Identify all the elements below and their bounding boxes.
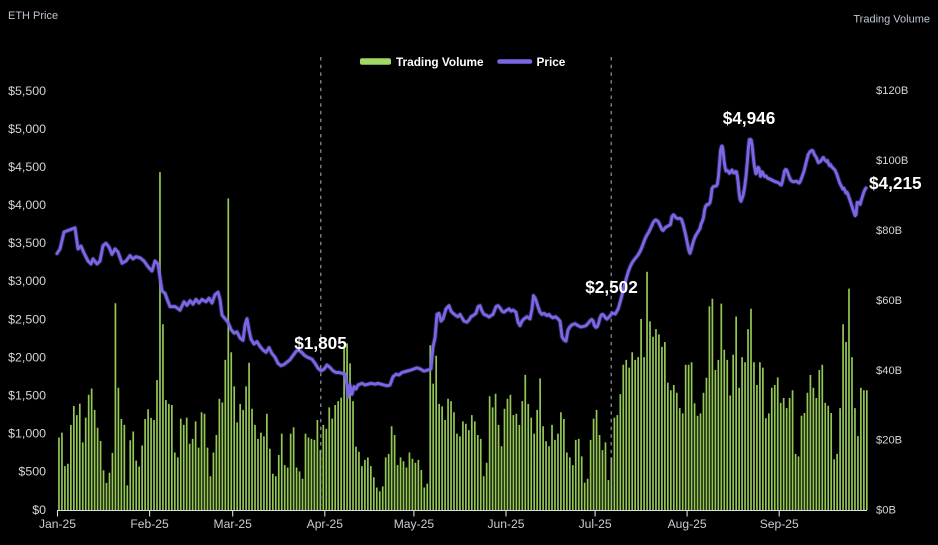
svg-text:Jan-25: Jan-25 xyxy=(39,517,76,531)
svg-text:$0: $0 xyxy=(32,503,46,517)
svg-text:$1,000: $1,000 xyxy=(8,427,46,441)
svg-text:Mar-25: Mar-25 xyxy=(214,517,253,531)
svg-text:Jul-25: Jul-25 xyxy=(579,517,612,531)
svg-text:$4,946: $4,946 xyxy=(723,108,776,128)
svg-text:Apr-25: Apr-25 xyxy=(307,517,344,531)
svg-text:$40B: $40B xyxy=(876,365,902,377)
svg-text:Trading Volume: Trading Volume xyxy=(853,13,930,25)
svg-text:$4,000: $4,000 xyxy=(8,198,46,212)
svg-text:$20B: $20B xyxy=(876,435,902,447)
svg-text:$4,215: $4,215 xyxy=(869,173,922,193)
svg-text:$100B: $100B xyxy=(876,155,908,167)
svg-text:May-25: May-25 xyxy=(394,517,435,531)
svg-text:$3,000: $3,000 xyxy=(8,274,46,288)
svg-text:$5,000: $5,000 xyxy=(8,122,46,136)
svg-text:$1,805: $1,805 xyxy=(294,333,347,353)
svg-text:$60B: $60B xyxy=(876,295,902,307)
svg-text:Jun-25: Jun-25 xyxy=(488,517,525,531)
svg-text:$5,500: $5,500 xyxy=(8,84,46,98)
svg-text:$4,500: $4,500 xyxy=(8,160,46,174)
svg-text:Feb-25: Feb-25 xyxy=(130,517,169,531)
svg-text:Aug-25: Aug-25 xyxy=(668,517,707,531)
svg-text:Sep-25: Sep-25 xyxy=(760,517,799,531)
svg-text:$2,000: $2,000 xyxy=(8,350,46,364)
svg-text:$500: $500 xyxy=(18,465,46,479)
svg-text:$2,500: $2,500 xyxy=(8,312,46,326)
svg-text:$2,502: $2,502 xyxy=(585,277,638,297)
svg-text:$0B: $0B xyxy=(876,505,896,517)
svg-text:$120B: $120B xyxy=(876,85,908,97)
svg-text:$3,500: $3,500 xyxy=(8,236,46,250)
svg-text:Price: Price xyxy=(537,55,566,69)
svg-text:Trading Volume: Trading Volume xyxy=(396,55,484,69)
svg-text:$80B: $80B xyxy=(876,225,902,237)
svg-text:ETH Price: ETH Price xyxy=(8,10,58,22)
svg-text:$1,500: $1,500 xyxy=(8,389,46,403)
